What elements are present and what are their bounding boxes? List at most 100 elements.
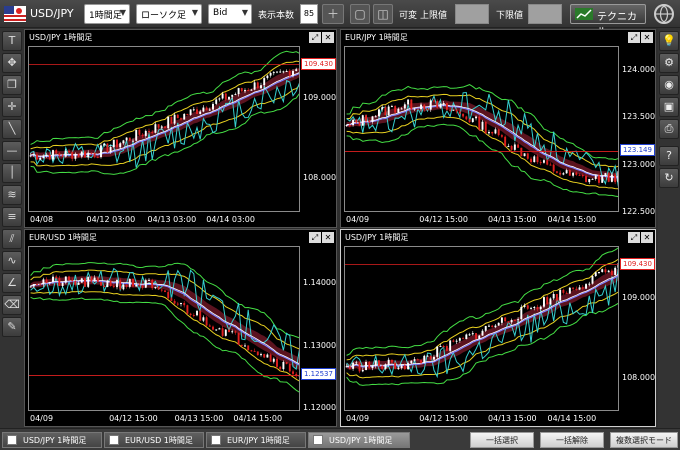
candle-body xyxy=(410,360,413,364)
chart-tab-1[interactable]: USD/JPY 1時間足 xyxy=(2,432,102,448)
globe-icon[interactable] xyxy=(654,4,674,24)
checkbox[interactable] xyxy=(211,435,221,445)
parallel-lines-tool-icon[interactable]: ⫽ xyxy=(2,229,22,249)
angle-tool-icon[interactable]: ∠ xyxy=(2,273,22,293)
upper-limit-input[interactable] xyxy=(455,4,489,24)
x-axis-label: 04/13 15:00 xyxy=(487,414,537,423)
candle-body xyxy=(423,355,426,363)
candle-body xyxy=(539,162,542,164)
candle-body xyxy=(384,107,387,116)
split-layout-icon[interactable]: ◫ xyxy=(373,4,393,24)
candle-body xyxy=(565,292,568,294)
chart-panel-2[interactable]: EUR/JPY 1時間足 ⤢ ✕ 124.000 123.500 123.000 122.5… xyxy=(340,29,656,228)
candle-body xyxy=(575,172,578,175)
bollinger-upper-1 xyxy=(30,269,299,350)
candle-body xyxy=(176,303,179,305)
chart-panel-4[interactable]: USD/JPY 1時間足 ⤢ ✕ 109.000 108.000 109.430 04/09… xyxy=(340,229,656,427)
candle-body xyxy=(48,154,51,160)
lightbulb-icon[interactable]: 💡 xyxy=(659,31,679,51)
candle-body xyxy=(368,361,371,369)
wave-tool-icon[interactable]: ∿ xyxy=(2,251,22,271)
lower-limit-input[interactable] xyxy=(528,4,562,24)
price-chart[interactable] xyxy=(344,46,619,212)
expand-icon[interactable]: ⤢ xyxy=(309,32,321,43)
clear-tool-icon[interactable]: ✎ xyxy=(2,317,22,337)
expand-icon[interactable]: ⤢ xyxy=(309,232,321,243)
camera-icon[interactable]: ◉ xyxy=(659,75,679,95)
gear-icon[interactable]: ⚙ xyxy=(659,53,679,73)
candle-body xyxy=(64,150,67,157)
candle-body xyxy=(119,280,122,290)
add-icon[interactable]: ＋ xyxy=(322,4,344,24)
help-icon[interactable]: ? xyxy=(659,146,679,166)
price-type-dropdown[interactable]: Bid ▼ xyxy=(208,4,252,24)
chart-tab-4[interactable]: USD/JPY 1時間足 xyxy=(308,432,410,448)
chart-tab-3[interactable]: EUR/JPY 1時間足 xyxy=(206,432,306,448)
x-axis-label: 04/12 15:00 xyxy=(419,414,468,423)
channel-tool-icon[interactable]: ≋ xyxy=(2,185,22,205)
price-chart[interactable] xyxy=(344,246,619,411)
text-tool-icon[interactable]: T xyxy=(2,31,22,51)
multi-select-mode-button[interactable]: 複数選択モード xyxy=(610,432,678,448)
price-chart[interactable] xyxy=(28,46,300,212)
candle-body xyxy=(381,365,384,369)
candle-body xyxy=(436,346,439,357)
checkbox[interactable] xyxy=(313,435,323,445)
candle-body xyxy=(202,107,205,112)
candle-body xyxy=(269,72,272,76)
chart-tab-2[interactable]: EUR/USD 1時間足 xyxy=(104,432,204,448)
technical-button[interactable]: テクニカル xyxy=(570,4,646,38)
save-icon[interactable]: ▣ xyxy=(659,97,679,117)
price-chart[interactable] xyxy=(28,246,300,411)
trendline-tool-icon[interactable]: ╲ xyxy=(2,119,22,139)
refresh-icon[interactable]: ↻ xyxy=(659,168,679,188)
checkbox[interactable] xyxy=(7,435,17,445)
chevron-down-icon: ▼ xyxy=(191,8,198,17)
eraser-tool-icon[interactable]: ⌫ xyxy=(2,295,22,315)
expand-icon[interactable]: ⤢ xyxy=(628,32,640,43)
fibonacci-tool-icon[interactable]: ≡ xyxy=(2,207,22,227)
chart-panel-1[interactable]: USD/JPY 1時間足 ⤢ ✕ 109.000 108.000 109.430 04/08… xyxy=(24,29,337,228)
copy-tool-icon[interactable]: ❐ xyxy=(2,75,22,95)
horizontal-line-tool-icon[interactable]: — xyxy=(2,141,22,161)
candle-body xyxy=(164,290,166,293)
right-toolbar: 💡 ⚙ ◉ ▣ ⎙ ? ↻ xyxy=(658,28,680,428)
deselect-all-button[interactable]: 一括解除 xyxy=(540,432,604,448)
candle-body xyxy=(215,99,218,104)
panel-controls: ⤢ ✕ xyxy=(627,32,653,43)
close-icon[interactable]: ✕ xyxy=(641,232,653,243)
candle-body xyxy=(610,174,613,182)
candle-body xyxy=(269,354,272,362)
candle-body xyxy=(186,305,189,314)
candle-body xyxy=(122,140,125,144)
candle-body xyxy=(180,118,182,120)
candle-body xyxy=(154,124,157,133)
close-icon[interactable]: ✕ xyxy=(641,32,653,43)
y-axis-label: 122.500 xyxy=(622,207,656,216)
timeframe-dropdown[interactable]: 1時間足 ▼ xyxy=(84,4,130,24)
chart-panel-3[interactable]: EUR/USD 1時間足 ⤢ ✕ 1.14000 1.13000 1.12000 1.125… xyxy=(24,229,337,427)
close-icon[interactable]: ✕ xyxy=(322,232,334,243)
expand-icon[interactable]: ⤢ xyxy=(628,232,640,243)
chart-type-dropdown[interactable]: ローソク足 ▼ xyxy=(136,4,202,24)
candle-body xyxy=(488,131,490,134)
vertical-line-tool-icon[interactable]: │ xyxy=(2,163,22,183)
candle-body xyxy=(507,321,510,323)
candle-body xyxy=(132,140,134,142)
single-layout-icon[interactable]: ▢ xyxy=(350,4,370,24)
symbol-label[interactable]: USD/JPY xyxy=(30,7,74,20)
current-price-tag: 123.149 xyxy=(620,144,655,157)
display-count-input[interactable]: 85 xyxy=(300,4,318,24)
close-icon[interactable]: ✕ xyxy=(322,32,334,43)
move-tool-icon[interactable]: ✥ xyxy=(2,53,22,73)
checkbox[interactable] xyxy=(109,435,119,445)
print-icon[interactable]: ⎙ xyxy=(659,119,679,139)
candle-body xyxy=(48,281,51,283)
select-all-button[interactable]: 一括選択 xyxy=(470,432,534,448)
crosshair-tool-icon[interactable]: ✛ xyxy=(2,97,22,117)
candle-body xyxy=(520,147,523,157)
y-axis-label: 1.13000 xyxy=(303,340,337,350)
candle-body xyxy=(523,305,526,307)
candle-body xyxy=(100,281,102,286)
candle-body xyxy=(279,366,282,370)
